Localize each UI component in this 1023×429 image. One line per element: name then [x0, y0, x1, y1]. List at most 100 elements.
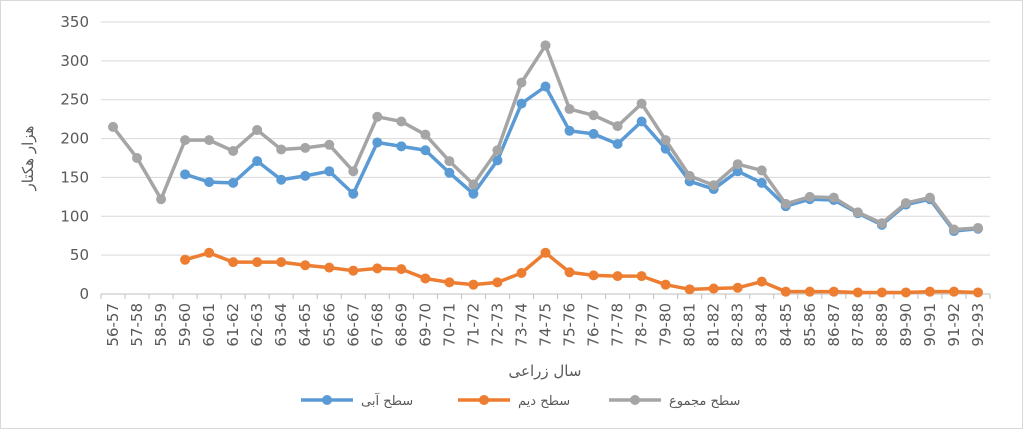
series-line — [111, 43, 979, 232]
x-tick-label: 78-79 — [633, 303, 651, 347]
data-point — [780, 286, 791, 297]
data-point — [948, 224, 959, 235]
data-point — [276, 257, 287, 268]
y-tick-label: 300 — [60, 52, 89, 70]
data-point — [900, 198, 911, 209]
data-point — [444, 167, 455, 178]
data-point — [732, 159, 743, 170]
x-tick-label: 79-80 — [657, 303, 675, 347]
data-point — [516, 268, 527, 279]
legend-swatch-marker — [479, 395, 489, 405]
data-point — [588, 128, 599, 139]
legend-label: سطح آبی — [361, 392, 413, 409]
x-tick-label: 77-78 — [609, 303, 627, 347]
legend-label: سطح دیم — [518, 394, 570, 409]
data-point — [396, 264, 407, 275]
data-point — [348, 188, 359, 199]
legend-swatch-marker — [630, 395, 640, 405]
data-point — [348, 265, 359, 276]
x-tick-label: 65-66 — [320, 303, 338, 347]
x-tick-label: 90-91 — [921, 303, 939, 347]
y-tick-label: 350 — [60, 13, 89, 31]
x-tick-label: 62-63 — [248, 303, 266, 347]
data-point — [588, 270, 599, 281]
data-point — [780, 198, 791, 209]
data-point — [204, 247, 215, 258]
data-point — [444, 277, 455, 288]
data-point — [180, 135, 191, 146]
data-point — [228, 257, 239, 268]
data-point — [804, 286, 815, 297]
data-point — [924, 192, 935, 203]
y-axis-title: هزار هکتار — [19, 125, 37, 191]
data-point — [132, 153, 143, 163]
data-point — [540, 81, 551, 92]
data-point — [252, 125, 263, 136]
data-point — [612, 139, 623, 150]
x-tick-label: 60-61 — [200, 303, 218, 347]
series-3 — [108, 40, 983, 235]
data-point — [204, 135, 215, 146]
y-tick-label: 250 — [60, 91, 89, 109]
data-point — [948, 286, 959, 297]
x-tick-label: 86-87 — [825, 303, 843, 347]
data-point — [636, 271, 647, 282]
data-point — [540, 247, 551, 258]
x-tick-label: 83-84 — [753, 303, 771, 347]
data-point — [516, 77, 527, 88]
legend-item: سطح دیم — [458, 394, 570, 409]
x-tick-label: 81-82 — [705, 303, 723, 347]
data-point — [852, 287, 863, 298]
x-tick-label: 56-57 — [104, 303, 122, 347]
y-axis-ticks: 0 50 100 150 200 250 300 350 — [60, 13, 89, 303]
x-tick-label: 70-71 — [440, 303, 458, 347]
data-point — [972, 287, 983, 298]
data-point — [612, 121, 623, 132]
data-point — [252, 156, 263, 167]
x-tick-label: 58-59 — [152, 303, 170, 347]
data-point — [756, 165, 767, 176]
x-tick-label: 74-75 — [537, 303, 555, 347]
data-point — [468, 279, 479, 290]
x-tick-label: 76-77 — [585, 303, 603, 347]
y-tick-label: 100 — [60, 207, 89, 225]
data-point — [324, 262, 335, 273]
legend-item: سطح مجموع — [609, 394, 740, 409]
data-point — [660, 135, 671, 146]
data-point — [612, 271, 623, 282]
data-point — [444, 156, 455, 167]
data-point — [492, 145, 503, 156]
y-tick-label: 0 — [79, 285, 89, 303]
data-point — [300, 142, 311, 153]
data-point — [156, 194, 167, 205]
data-point — [588, 110, 599, 121]
legend: سطح آبی سطح دیم سطح مجموع — [301, 392, 740, 409]
x-tick-label: 63-64 — [272, 303, 290, 347]
series-line — [184, 251, 979, 295]
x-tick-label: 71-72 — [464, 303, 482, 347]
data-point — [228, 177, 239, 188]
x-tick-label: 64-65 — [296, 303, 314, 347]
data-point — [468, 179, 479, 190]
data-point — [420, 273, 431, 284]
x-tick-label: 75-76 — [561, 303, 579, 347]
x-tick-label: 87-88 — [849, 303, 867, 347]
data-point — [708, 180, 719, 191]
data-point — [372, 263, 383, 274]
x-tick-label: 85-86 — [801, 303, 819, 347]
x-tick-label: 73-74 — [512, 303, 530, 347]
legend-swatch-marker — [322, 395, 332, 405]
data-point — [564, 267, 575, 278]
data-point — [924, 286, 935, 297]
data-point — [876, 218, 887, 229]
data-point — [972, 222, 983, 233]
x-tick-label: 88-89 — [873, 303, 891, 347]
x-tick-label: 84-85 — [777, 303, 795, 347]
data-point — [756, 276, 767, 287]
data-point — [372, 111, 383, 122]
data-point — [180, 254, 191, 265]
data-point — [276, 174, 287, 185]
data-point — [372, 137, 383, 148]
data-point — [540, 40, 551, 51]
